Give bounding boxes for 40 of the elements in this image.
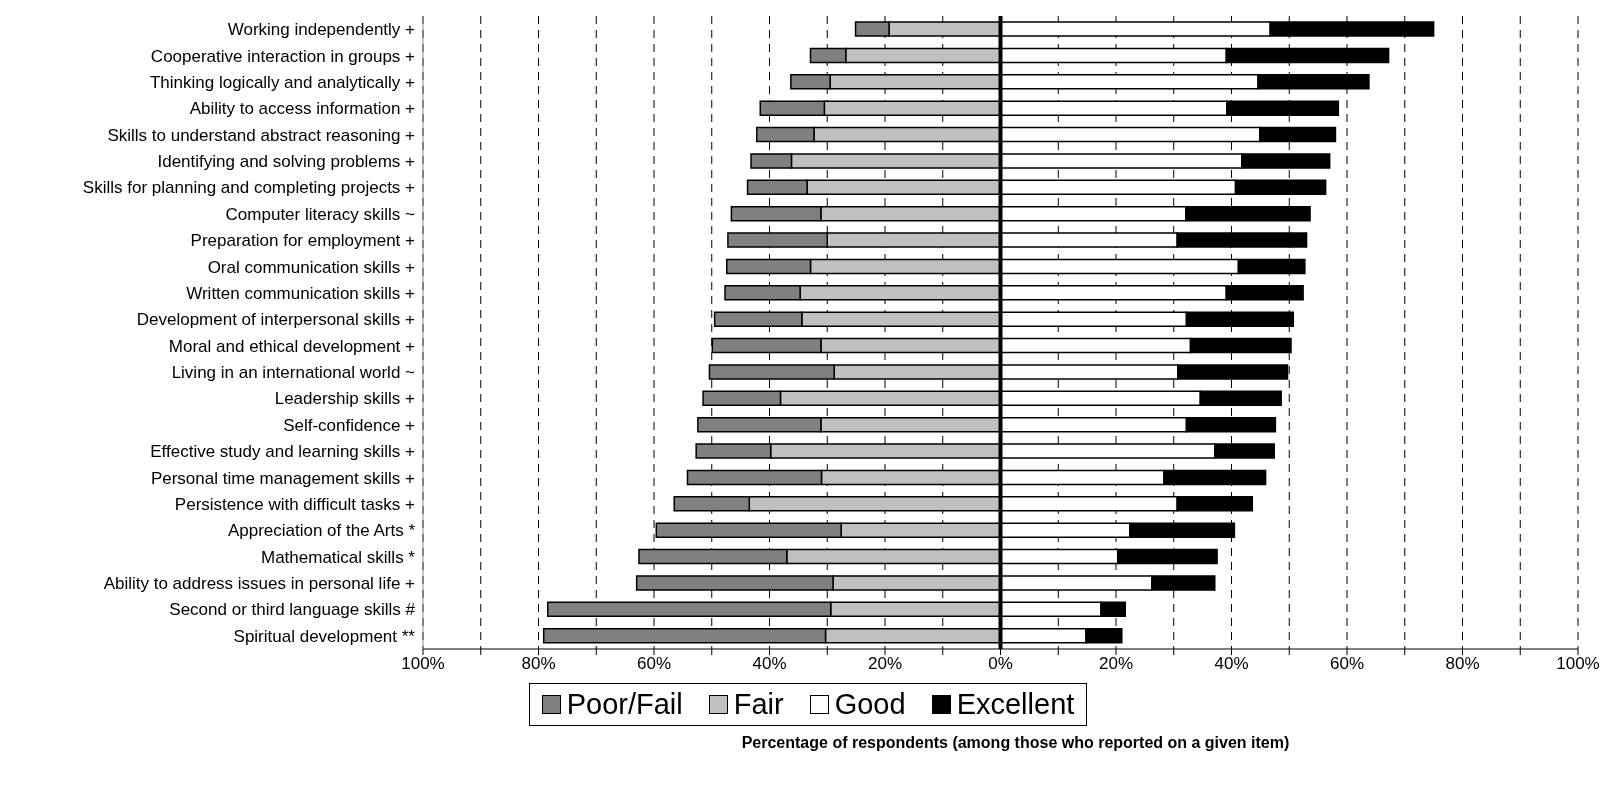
y-tick-label: Ability to address issues in personal life + [103, 574, 416, 594]
legend-label: Good [834, 688, 906, 721]
x-tick-label: 60% [636, 654, 672, 674]
y-tick-label: Self-confidence + [283, 415, 416, 435]
x-tick-label: 100% [1556, 654, 1600, 674]
y-tick-label: Cooperative interaction in groups + [150, 46, 416, 66]
y-tick-label: Preparation for employment + [190, 231, 416, 251]
x-tick-label: 80% [521, 654, 556, 674]
y-tick-label: Ability to access information + [189, 99, 416, 119]
y-tick-label: Skills for planning and completing projects + [82, 178, 416, 198]
x-tick-label: 40% [1214, 654, 1249, 674]
legend-label: Excellent [956, 688, 1075, 721]
y-tick-label: Identifying and solving problems + [157, 152, 416, 172]
y-tick-label: Working independently + [227, 20, 416, 40]
y-tick-label: Second or third language skills # [169, 600, 416, 620]
y-tick-label: Oral communication skills + [207, 257, 416, 277]
x-tick-label: 0% [988, 654, 1013, 674]
y-tick-label: Mathematical skills * [261, 547, 416, 567]
y-tick-label: Skills to understand abstract reasoning + [107, 125, 416, 145]
y-tick-label: Living in an international world ~ [171, 363, 416, 383]
y-tick-label: Personal time management skills + [150, 468, 416, 488]
legend-label: Fair [733, 688, 784, 721]
y-tick-label: Development of interpersonal skills + [136, 310, 416, 330]
y-tick-label: Computer literacy skills ~ [225, 204, 416, 224]
y-tick-label: Effective study and learning skills + [150, 442, 416, 462]
y-tick-label: Moral and ethical development + [168, 336, 416, 356]
x-tick-label: 80% [1445, 654, 1480, 674]
x-tick-label: 40% [752, 654, 787, 674]
y-tick-label: Appreciation of the Arts * [227, 521, 416, 541]
x-tick-label: 100% [401, 654, 445, 674]
x-tick-label: 20% [867, 654, 903, 674]
y-tick-label: Thinking logically and analytically + [149, 72, 416, 92]
y-tick-label: Leadership skills + [274, 389, 416, 409]
y-tick-label: Spiritual development ** [233, 626, 416, 646]
x-axis-title: Percentage of respondents (among those who reported on a given item) [740, 734, 1291, 752]
y-tick-label: Persistence with difficult tasks + [174, 494, 416, 514]
legend-label: Poor/Fail [566, 688, 683, 721]
y-tick-label: Written communication skills + [186, 283, 416, 303]
x-tick-label: 20% [1098, 654, 1134, 674]
x-tick-label: 60% [1329, 654, 1365, 674]
